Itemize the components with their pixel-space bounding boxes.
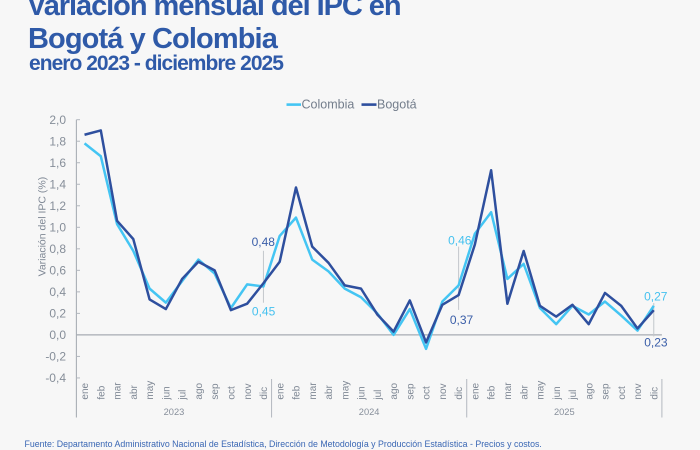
svg-text:jul: jul: [568, 390, 579, 401]
svg-text:2,0: 2,0: [49, 113, 66, 127]
svg-text:2025: 2025: [554, 407, 575, 417]
svg-text:0,37: 0,37: [450, 313, 474, 327]
svg-text:jun: jun: [161, 386, 172, 400]
svg-text:Bogotá: Bogotá: [377, 97, 417, 111]
svg-text:-0,4: -0,4: [45, 371, 66, 385]
svg-text:0,27: 0,27: [644, 290, 668, 304]
svg-text:2023: 2023: [164, 407, 185, 417]
svg-text:oct: oct: [227, 386, 238, 400]
svg-text:ene: ene: [80, 382, 91, 399]
svg-text:ago: ago: [389, 382, 400, 399]
svg-text:0,46: 0,46: [448, 233, 472, 247]
svg-text:mar: mar: [308, 382, 319, 400]
svg-text:jun: jun: [357, 386, 368, 400]
svg-text:sep: sep: [210, 383, 221, 400]
svg-text:oct: oct: [422, 386, 433, 400]
svg-text:0,8: 0,8: [49, 242, 66, 256]
svg-text:1,4: 1,4: [49, 178, 66, 192]
svg-text:dic: dic: [649, 387, 660, 400]
svg-text:nov: nov: [243, 383, 254, 399]
svg-text:0,2: 0,2: [49, 307, 66, 321]
svg-text:dic: dic: [259, 387, 270, 400]
svg-text:ago: ago: [584, 382, 595, 399]
svg-text:nov: nov: [438, 383, 449, 399]
svg-text:ago: ago: [194, 382, 205, 399]
svg-text:abr: abr: [519, 384, 530, 399]
svg-text:-0,2: -0,2: [45, 350, 66, 364]
svg-text:feb: feb: [487, 385, 498, 399]
svg-text:nov: nov: [633, 383, 644, 399]
svg-text:0,0: 0,0: [49, 328, 66, 342]
svg-text:oct: oct: [617, 386, 628, 400]
svg-text:feb: feb: [292, 385, 303, 399]
svg-text:mar: mar: [113, 382, 124, 400]
svg-text:1,2: 1,2: [49, 199, 66, 213]
svg-text:1,6: 1,6: [49, 156, 66, 170]
svg-text:0,6: 0,6: [49, 264, 66, 278]
svg-text:sep: sep: [405, 383, 416, 400]
svg-text:jul: jul: [373, 390, 384, 401]
svg-text:may: may: [536, 381, 547, 400]
svg-text:jun: jun: [552, 386, 563, 400]
svg-text:0,48: 0,48: [252, 235, 276, 249]
svg-text:0,4: 0,4: [49, 285, 66, 299]
svg-text:2024: 2024: [359, 407, 380, 417]
svg-text:Colombia: Colombia: [302, 97, 355, 111]
svg-text:0,23: 0,23: [644, 336, 668, 350]
svg-text:abr: abr: [324, 384, 335, 399]
svg-text:ene: ene: [275, 382, 286, 399]
svg-text:sep: sep: [601, 383, 612, 400]
svg-text:Variación del IPC (%): Variación del IPC (%): [37, 177, 49, 277]
svg-text:feb: feb: [96, 385, 107, 399]
svg-text:jul: jul: [178, 390, 189, 401]
svg-text:1,0: 1,0: [49, 221, 66, 235]
svg-text:mar: mar: [503, 382, 514, 400]
svg-text:dic: dic: [454, 387, 465, 400]
svg-text:0,45: 0,45: [252, 305, 276, 319]
svg-text:1,8: 1,8: [49, 135, 66, 149]
svg-text:abr: abr: [129, 384, 140, 399]
svg-text:may: may: [340, 381, 351, 400]
svg-text:ene: ene: [470, 382, 481, 399]
svg-text:may: may: [145, 381, 156, 400]
